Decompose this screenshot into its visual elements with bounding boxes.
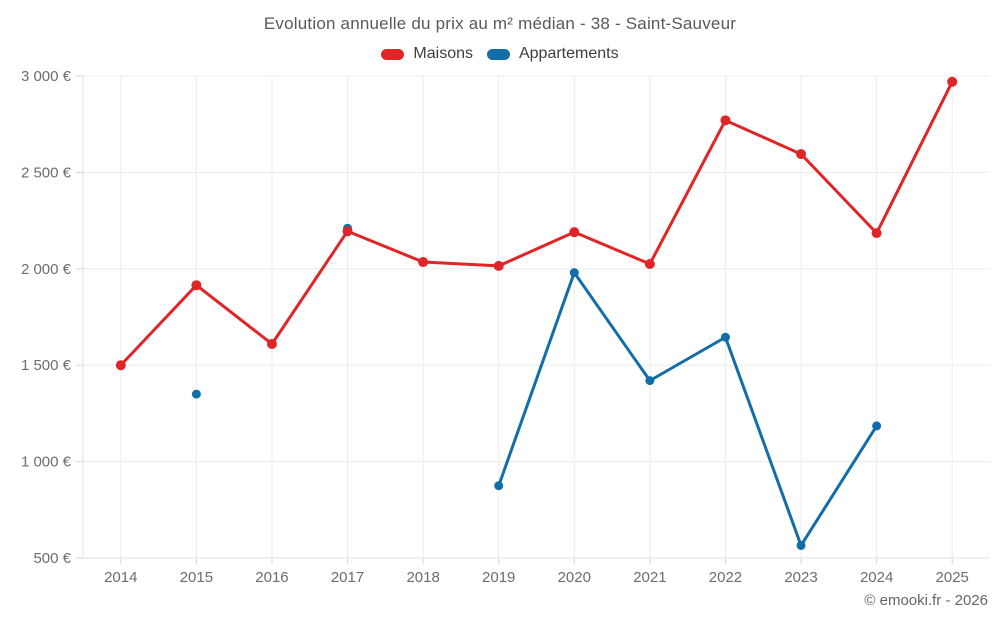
x-tick-label-2025: 2025 xyxy=(936,569,969,586)
maisons-point-2020[interactable] xyxy=(569,227,580,238)
appartements-point-2022[interactable] xyxy=(720,332,730,342)
maisons-point-2016[interactable] xyxy=(266,338,277,349)
appartements-point-2020[interactable] xyxy=(569,268,579,278)
copyright-text: © emooki.fr - 2026 xyxy=(864,592,988,609)
maisons-point-2021[interactable] xyxy=(644,258,655,269)
x-tick-label-2016: 2016 xyxy=(255,569,288,586)
maisons-point-2023[interactable] xyxy=(796,149,807,160)
maisons-swatch-icon xyxy=(381,48,405,60)
maisons-point-2018[interactable] xyxy=(418,257,429,268)
maisons-point-2024[interactable] xyxy=(871,228,882,239)
appartements-point-2024[interactable] xyxy=(872,421,882,431)
maisons-point-2015[interactable] xyxy=(191,280,202,291)
appartements-swatch-icon xyxy=(486,48,510,60)
maisons-point-2017[interactable] xyxy=(342,226,353,237)
legend-item-maisons[interactable]: Maisons xyxy=(381,45,473,63)
maisons-point-2014[interactable] xyxy=(115,360,126,371)
x-tick-label-2014: 2014 xyxy=(104,569,137,586)
x-tick-label-2020: 2020 xyxy=(558,569,591,586)
chart-title: Evolution annuelle du prix au m² médian … xyxy=(263,14,737,33)
y-tick-label-2000: 2 000 € xyxy=(21,261,72,278)
maisons-point-2025[interactable] xyxy=(947,76,958,87)
y-tick-label-1500: 1 500 € xyxy=(21,357,72,374)
x-tick-label-2019: 2019 xyxy=(482,569,515,586)
x-tick-label-2024: 2024 xyxy=(860,569,893,586)
x-tick-label-2023: 2023 xyxy=(784,569,817,586)
maisons-point-2019[interactable] xyxy=(493,260,504,271)
x-tick-label-2021: 2021 xyxy=(633,569,666,586)
x-tick-label-2017: 2017 xyxy=(331,569,364,586)
y-tick-label-500: 500 € xyxy=(33,550,71,567)
x-tick-label-2018: 2018 xyxy=(406,569,439,586)
legend-item-appartements[interactable]: Appartements xyxy=(486,45,619,63)
legend-label-appartements: Appartements xyxy=(518,45,619,62)
y-tick-label-1000: 1 000 € xyxy=(21,454,72,471)
y-tick-label-2500: 2 500 € xyxy=(21,164,72,181)
appartements-point-2021[interactable] xyxy=(645,376,655,386)
appartements-point-2023[interactable] xyxy=(796,540,806,550)
x-tick-label-2015: 2015 xyxy=(180,569,213,586)
y-tick-label-3000: 3 000 € xyxy=(21,68,72,85)
appartements-line xyxy=(497,271,879,547)
chart-legend: Maisons Appartements xyxy=(0,45,1000,63)
x-tick-label-2022: 2022 xyxy=(709,569,742,586)
maisons-point-2022[interactable] xyxy=(720,115,731,126)
maisons-line xyxy=(119,80,954,367)
legend-label-maisons: Maisons xyxy=(413,45,473,62)
appartements-point-2015[interactable] xyxy=(191,389,201,399)
appartements-point-2019[interactable] xyxy=(494,481,504,491)
